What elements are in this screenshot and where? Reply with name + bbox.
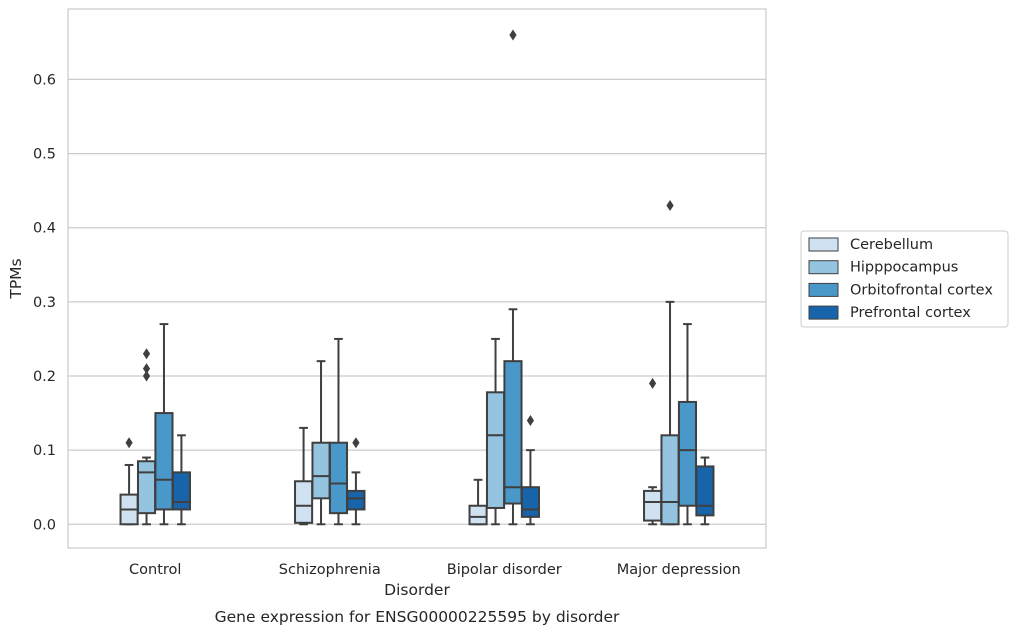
legend-label: Prefrontal cortex — [850, 305, 971, 321]
x-tick-label: Bipolar disorder — [447, 562, 562, 578]
box — [520, 486, 540, 518]
legend-swatch — [808, 237, 839, 252]
y-tick-label: 0.2 — [33, 369, 56, 385]
box-0-1 — [294, 426, 314, 526]
chart-title: Gene expression for ENSG00000225595 by d… — [215, 608, 620, 626]
box-2-0 — [154, 323, 174, 526]
box — [695, 465, 715, 517]
outlier-point — [648, 377, 657, 389]
box-3-2 — [520, 414, 540, 526]
box — [660, 434, 680, 526]
box-1-1 — [311, 360, 331, 526]
box-2-1 — [328, 337, 349, 526]
y-tick-label: 0.5 — [33, 147, 56, 163]
box-0-2 — [468, 478, 488, 526]
legend-swatch — [808, 305, 839, 320]
box — [643, 489, 663, 522]
outlier-point — [352, 437, 360, 449]
box — [503, 360, 523, 505]
x-tick-label: Control — [129, 562, 181, 578]
legend-swatch — [808, 282, 839, 297]
y-axis: 0.0 0.1 0.2 0.3 0.4 0.5 0.6 — [33, 72, 56, 533]
box-1-2 — [485, 337, 506, 526]
outlier-point — [142, 370, 151, 382]
legend-label: Hipppocampus — [850, 260, 958, 276]
legend: Cerebellum Hipppocampus Orbitofrontal cort… — [800, 230, 1009, 328]
y-tick-label: 0.4 — [33, 221, 56, 237]
y-tick-label: 0.6 — [33, 72, 56, 88]
box — [294, 480, 314, 524]
outlier-point — [526, 414, 535, 426]
box — [154, 412, 174, 511]
y-axis-label: TPMs — [7, 258, 25, 299]
box-3-1 — [346, 437, 366, 526]
box-1-0 — [136, 348, 157, 526]
box — [485, 391, 506, 509]
legend-swatch — [808, 260, 839, 275]
box — [677, 400, 698, 507]
box — [136, 460, 157, 515]
box-3-3 — [695, 456, 715, 526]
box-plots — [119, 29, 715, 526]
legend-label: Cerebellum — [850, 237, 933, 253]
box — [346, 489, 366, 511]
box — [311, 441, 331, 500]
box — [328, 441, 349, 515]
outlier-point — [666, 199, 674, 211]
box-1-3 — [660, 199, 680, 526]
box — [171, 471, 191, 511]
y-tick-label: 0.3 — [33, 295, 56, 311]
legend-box — [800, 230, 1009, 328]
outlier-point — [142, 363, 151, 375]
box — [468, 504, 488, 526]
outlier-point — [509, 29, 517, 41]
x-axis: Control Schizophrenia Bipolar disorder Majo… — [129, 562, 741, 578]
outlier-point — [142, 348, 151, 360]
outlier-point — [125, 437, 133, 449]
box-2-2 — [503, 29, 523, 526]
box-2-3 — [677, 323, 698, 526]
x-axis-label: Disorder — [384, 581, 450, 599]
x-tick-label: Major depression — [617, 562, 741, 578]
y-tick-label: 0.0 — [33, 517, 56, 533]
x-tick-label: Schizophrenia — [279, 562, 381, 578]
box-3-0 — [171, 434, 191, 526]
y-tick-label: 0.1 — [33, 443, 56, 459]
legend-label: Orbitofrontal cortex — [850, 282, 993, 298]
plot-area — [67, 8, 767, 549]
